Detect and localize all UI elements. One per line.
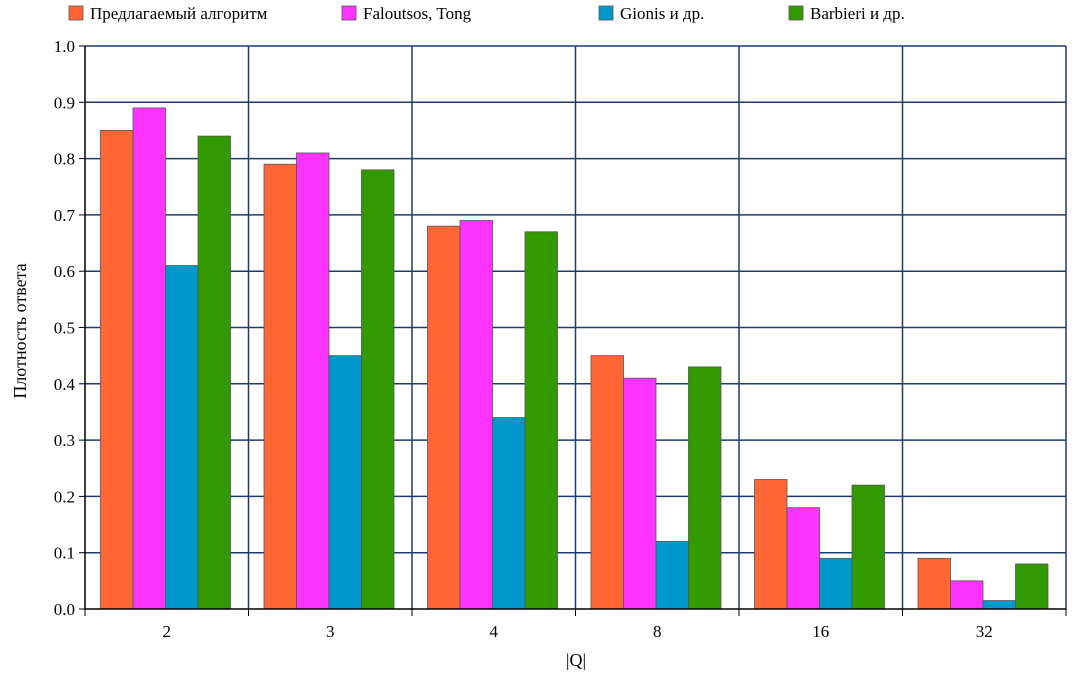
bars: [100, 107, 1049, 610]
bar: [688, 366, 722, 610]
x-tick-label: 32: [976, 622, 993, 641]
bar: [786, 507, 820, 610]
bar: [590, 355, 624, 610]
y-tick-label: 0.6: [54, 262, 75, 281]
y-tick-label: 0.1: [54, 544, 75, 563]
legend-label: Faloutsos, Tong: [363, 4, 472, 23]
bar: [1015, 563, 1049, 610]
x-tick-label: 16: [812, 622, 829, 641]
legend-swatch: [598, 5, 614, 21]
bar: [950, 580, 984, 610]
x-tick-label: 8: [653, 622, 662, 641]
y-tick-label: 0.2: [54, 487, 75, 506]
bar: [132, 107, 166, 610]
y-tick-label: 0.7: [54, 206, 76, 225]
bar: [100, 130, 134, 610]
bar: [328, 355, 362, 610]
y-tick-label: 1.0: [54, 37, 75, 56]
bar: [819, 557, 853, 610]
bar: [492, 417, 526, 610]
bar: [296, 152, 330, 610]
bar: [165, 265, 199, 610]
axes: 0.0 0.1 0.2 0.3 0.4 0.5 0.6 0.7 0.8 0.9 1.0 2 3 4 8 16 3…: [54, 37, 1067, 641]
y-tick-label: 0.0: [54, 600, 75, 619]
y-tick-label: 0.5: [54, 319, 75, 338]
bar: [917, 557, 951, 610]
legend-label: Предлагаемый алгоритм: [90, 4, 268, 23]
x-tick-label: 3: [326, 622, 335, 641]
bar: [197, 135, 231, 610]
legend-swatch: [788, 5, 804, 21]
legend: Предлагаемый алгоритм Faloutsos, Tong Gion…: [68, 4, 905, 23]
bar: [459, 220, 493, 610]
bar: [851, 484, 885, 610]
bar: [623, 377, 657, 610]
y-tick-label: 0.8: [54, 150, 75, 169]
x-tick-label: 4: [490, 622, 499, 641]
bar: [524, 231, 558, 610]
bar: [263, 163, 297, 610]
x-axis-title: |Q|: [566, 650, 586, 670]
x-tick-label: 2: [163, 622, 172, 641]
grid-lines: [85, 45, 1067, 609]
legend-label: Barbieri и др.: [810, 4, 905, 23]
bar: [754, 479, 788, 610]
bar: [655, 541, 689, 610]
y-tick-label: 0.4: [54, 375, 76, 394]
y-axis-title: Плотность ответа: [10, 263, 30, 398]
y-tick-label: 0.9: [54, 93, 75, 112]
legend-swatch: [341, 5, 357, 21]
bar: [982, 600, 1016, 610]
y-tick-label: 0.3: [54, 431, 75, 450]
legend-swatch: [68, 5, 84, 21]
bar: [427, 225, 461, 610]
legend-label: Gionis и др.: [620, 4, 704, 23]
bar: [361, 169, 395, 610]
